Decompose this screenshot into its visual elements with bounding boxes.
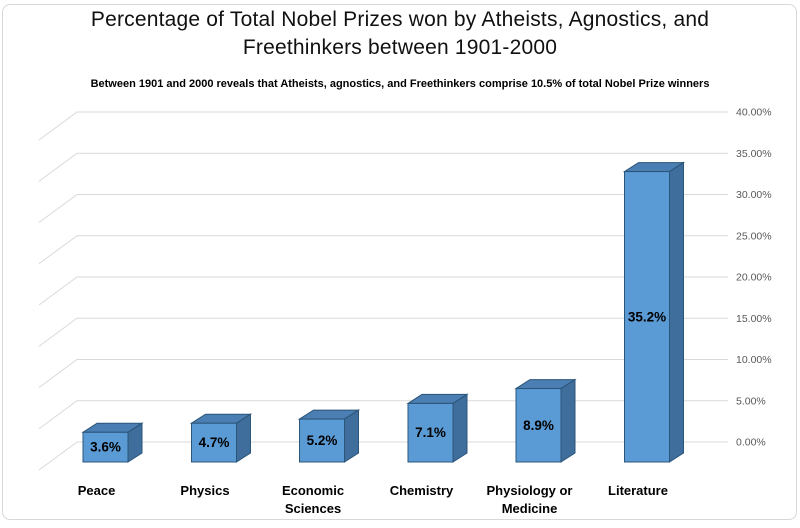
bar-side-face [452, 393, 468, 463]
gridline [38, 400, 728, 430]
category-label: Physics [180, 483, 229, 498]
y-axis-tick-label: 15.00% [736, 313, 772, 325]
gridline [38, 194, 728, 223]
category-label: Economic [282, 483, 344, 498]
y-axis-tick-label: 35.00% [736, 148, 772, 160]
bar-data-label: 4.7% [199, 435, 230, 450]
category-label: Peace [78, 483, 116, 498]
y-axis-tick-label: 40.00% [736, 107, 772, 119]
bar-front-face [624, 171, 670, 463]
bar-side-face [560, 378, 576, 463]
chart-title-line1: Percentage of Total Nobel Prizes won by … [90, 8, 710, 31]
bar-side-face [344, 409, 359, 463]
chart-subtitle: Between 1901 and 2000 reveals that Athei… [90, 78, 710, 90]
bar-data-label: 7.1% [415, 425, 446, 440]
y-axis-tick-label: 25.00% [736, 230, 772, 242]
bar-front-face [299, 418, 345, 463]
category-label: Physiology or [487, 483, 573, 498]
gridline [38, 317, 728, 347]
gridline [38, 441, 728, 471]
bar-front-face [515, 388, 562, 463]
bar-side-face [236, 413, 251, 463]
y-axis-tick-label: 10.00% [736, 354, 772, 366]
chart-title-line2: Freethinkers between 1901-2000 [242, 36, 558, 59]
bar-side-face [669, 161, 684, 463]
gridline [38, 359, 728, 388]
bar-data-label: 35.2% [628, 309, 666, 324]
gridline [38, 111, 728, 141]
y-axis-tick-label: 0.00% [736, 437, 766, 449]
bar-front-face [191, 422, 237, 463]
y-axis-tick-label: 30.00% [736, 189, 772, 201]
y-axis-tick-label: 20.00% [736, 272, 772, 284]
bar-data-label: 5.2% [307, 433, 338, 448]
gridline [38, 235, 728, 265]
bar-front-face [82, 431, 129, 463]
bar-front-face [407, 402, 454, 463]
gridline [38, 152, 728, 182]
chart-title: Percentage of Total Nobel Prizes won by … [0, 6, 800, 62]
bar-data-label: 8.9% [523, 418, 554, 433]
bar-data-label: 3.6% [90, 440, 121, 455]
gridline [38, 276, 728, 306]
category-label: Sciences [285, 501, 341, 516]
y-axis-tick-label: 5.00% [736, 395, 766, 407]
category-label: Medicine [502, 501, 558, 516]
category-label: Literature [608, 483, 668, 498]
category-label: Chemistry [390, 483, 454, 498]
